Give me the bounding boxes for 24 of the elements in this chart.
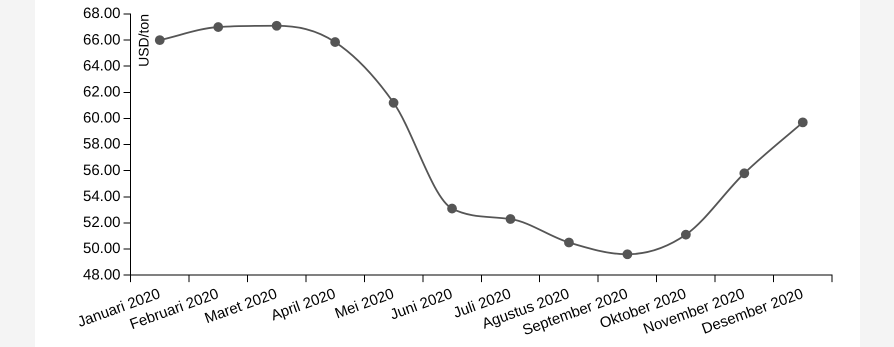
y-tick-label: 56.00 xyxy=(82,162,121,179)
point xyxy=(798,117,808,128)
y-tick-label: 48.00 xyxy=(82,266,121,284)
point xyxy=(506,214,516,224)
point xyxy=(388,98,398,108)
y-tick-label: 64.00 xyxy=(82,57,121,74)
y-axis-title: USD/ton xyxy=(135,14,152,67)
point xyxy=(739,168,750,178)
y-tick-label: 50.00 xyxy=(82,240,121,258)
y-tick-label: 60.00 xyxy=(82,110,121,127)
point xyxy=(447,204,457,214)
point xyxy=(330,37,340,47)
y-tick-label: 68.00 xyxy=(82,5,121,22)
point xyxy=(154,35,165,46)
point xyxy=(564,238,574,248)
y-tick-label: 62.00 xyxy=(82,83,121,100)
y-tick-label: 58.00 xyxy=(82,136,121,153)
y-tick-label: 52.00 xyxy=(82,214,121,232)
y-tick-label: 66.00 xyxy=(82,31,121,48)
point xyxy=(622,249,632,260)
point xyxy=(213,22,224,32)
point xyxy=(272,20,282,31)
point xyxy=(680,230,691,240)
y-tick-label: 54.00 xyxy=(82,188,121,205)
